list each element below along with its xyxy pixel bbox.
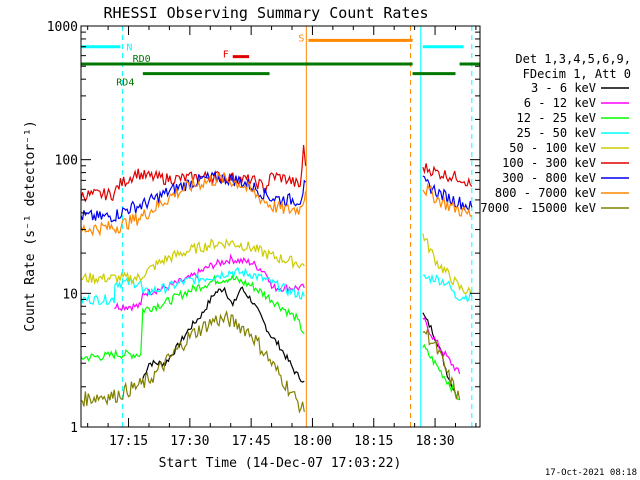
plot-frame	[80, 25, 481, 428]
series-line-8-2	[422, 182, 472, 217]
x-axis-label: Start Time (14-Dec-07 17:03:22)	[159, 456, 402, 471]
y-axis: 1 10 100 1000	[47, 20, 480, 436]
series-line-9-2	[422, 328, 461, 400]
flag-label-5: RD4	[116, 78, 134, 89]
plot-area: N S F RD0 RD4	[80, 26, 480, 427]
x-tick-label-5: 18:15	[354, 434, 393, 449]
legend-label-5: 50 - 100 keV	[509, 141, 596, 155]
legend-label-2: 6 - 12 keV	[524, 96, 596, 110]
x-tick-label-3: 17:45	[232, 434, 271, 449]
series-line-5-1	[80, 237, 305, 286]
flag-label-4: RD0	[133, 54, 151, 65]
series-line-2-2	[422, 316, 461, 374]
y-tick-label-2: 10	[62, 287, 78, 302]
timestamp: 17-Oct-2021 08:18	[545, 468, 637, 478]
y-tick-label-3: 100	[55, 154, 78, 169]
series-line-9-1	[80, 309, 305, 414]
x-tick-label-6: 18:30	[415, 434, 454, 449]
series-line-7-1	[80, 170, 307, 223]
legend-label-4: 25 - 50 keV	[517, 126, 596, 140]
series-line-5-2	[422, 233, 473, 295]
legend-header-2: FDecim 1, Att 0	[523, 67, 631, 81]
legend-label-8: 800 - 7000 keV	[495, 186, 596, 200]
legend-label-6: 100 - 300 keV	[502, 156, 596, 170]
series-line-2-1	[114, 253, 305, 312]
y-axis-label: Count Rate (s⁻¹ detector⁻¹)	[23, 120, 38, 331]
flag-label-1: N	[126, 43, 132, 54]
legend-label-3: 12 - 25 keV	[517, 111, 596, 125]
series-line-3-1	[80, 274, 305, 362]
legend-header-1: Det 1,3,4,5,6,9,	[515, 52, 631, 66]
flag-label-3: F	[223, 50, 229, 61]
chart-title: RHESSI Observing Summary Count Rates	[103, 4, 428, 22]
series-line-6-1	[80, 145, 307, 203]
legend-label-1: 3 - 6 keV	[531, 81, 596, 95]
legend-label-9: 7000 - 15000 keV	[480, 201, 596, 215]
x-tick-label-2: 17:30	[170, 434, 209, 449]
x-tick-label-4: 18:00	[293, 434, 332, 449]
x-axis: 17:15 17:30 17:45 18:00 18:15 18:30	[87, 26, 477, 449]
flag-label-2: S	[298, 33, 304, 44]
y-tick-label-1: 1	[70, 421, 78, 436]
legend: Det 1,3,4,5,6,9,FDecim 1, Att 03 - 6 keV…	[480, 52, 631, 215]
series-line-4-1	[80, 267, 305, 306]
series-line-8-1	[80, 171, 307, 237]
series-line-6-2	[422, 163, 473, 187]
x-tick-label-1: 17:15	[109, 434, 148, 449]
series-line-3-2	[422, 343, 460, 401]
series-line-1-1	[142, 286, 305, 383]
series-line-4-2	[422, 273, 473, 303]
legend-label-7: 300 - 800 keV	[502, 171, 596, 185]
y-tick-label-4: 1000	[47, 20, 78, 35]
